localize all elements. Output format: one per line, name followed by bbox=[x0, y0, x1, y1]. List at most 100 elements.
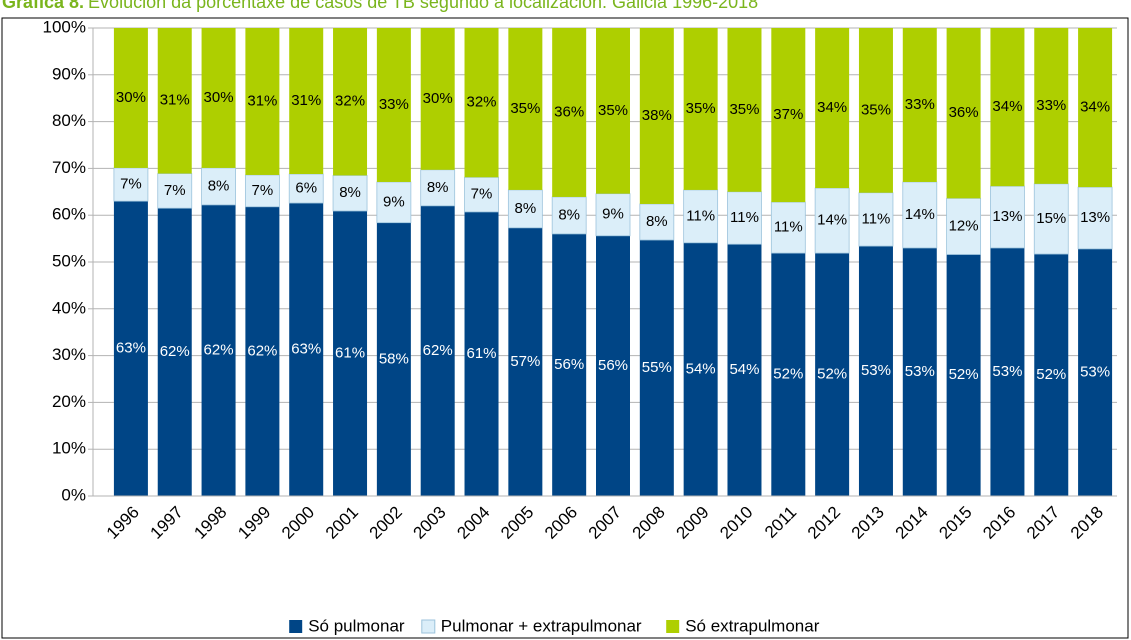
data-label: 35% bbox=[861, 101, 891, 118]
bar-segment bbox=[727, 28, 762, 192]
bar-segment bbox=[814, 187, 850, 254]
data-label: 15% bbox=[1036, 210, 1066, 227]
data-label: 35% bbox=[686, 100, 716, 117]
bar-segment bbox=[1078, 28, 1113, 188]
y-tick-label: 100% bbox=[43, 17, 86, 36]
y-tick-label: 30% bbox=[52, 345, 86, 364]
data-label: 34% bbox=[817, 99, 847, 116]
bar-segment bbox=[376, 222, 411, 497]
data-label: 30% bbox=[204, 89, 234, 106]
data-label: 8% bbox=[427, 179, 449, 196]
bar-segment bbox=[333, 28, 368, 176]
legend-label: Pulmonar + extrapulmonar bbox=[441, 616, 642, 635]
bar-segment bbox=[771, 28, 806, 203]
y-tick-label: 50% bbox=[52, 251, 86, 270]
data-label: 32% bbox=[467, 94, 497, 111]
y-tick-label: 40% bbox=[52, 298, 86, 317]
y-tick-label: 20% bbox=[52, 392, 86, 411]
bar-segment bbox=[551, 196, 587, 235]
data-label: 8% bbox=[515, 200, 537, 217]
bar-segment bbox=[376, 181, 412, 224]
data-label: 33% bbox=[905, 96, 935, 113]
y-tick-label: 90% bbox=[52, 64, 86, 83]
y-tick-label: 60% bbox=[52, 205, 86, 224]
y-tick-label: 10% bbox=[52, 439, 86, 458]
data-label: 8% bbox=[646, 213, 668, 230]
bar-segment bbox=[552, 28, 587, 197]
bar-segment bbox=[683, 242, 718, 496]
data-label: 62% bbox=[160, 343, 190, 360]
data-label: 31% bbox=[247, 92, 277, 109]
bar-segment bbox=[333, 210, 368, 496]
bar-segment bbox=[289, 28, 324, 175]
data-label: 62% bbox=[247, 342, 277, 359]
data-label: 33% bbox=[1036, 97, 1066, 114]
data-label: 9% bbox=[383, 193, 405, 210]
bar-segment bbox=[639, 240, 674, 496]
bar-segment bbox=[201, 167, 236, 206]
data-label: 38% bbox=[642, 107, 672, 124]
bar-segment bbox=[1034, 254, 1069, 496]
data-label: 63% bbox=[291, 340, 321, 357]
data-label: 32% bbox=[335, 93, 365, 110]
data-label: 54% bbox=[729, 361, 759, 378]
bar-segment bbox=[858, 246, 893, 496]
data-label: 63% bbox=[116, 340, 146, 357]
data-label: 56% bbox=[598, 357, 628, 374]
data-label: 12% bbox=[949, 217, 979, 234]
bar-segment bbox=[113, 201, 148, 496]
legend-swatch bbox=[421, 619, 436, 634]
bar-segment bbox=[1034, 28, 1069, 184]
bar-segment bbox=[113, 167, 149, 202]
bar-segment bbox=[157, 208, 192, 496]
bar-segment bbox=[990, 185, 1025, 249]
data-label: 13% bbox=[1080, 209, 1110, 226]
bar-segment bbox=[157, 173, 193, 209]
data-label: 62% bbox=[204, 341, 234, 358]
bar-segment bbox=[245, 28, 280, 175]
bar-segment bbox=[727, 191, 762, 245]
bar-segment bbox=[332, 175, 368, 212]
data-label: 8% bbox=[558, 206, 580, 223]
data-label: 7% bbox=[471, 186, 493, 203]
data-label: 11% bbox=[861, 210, 890, 227]
bar-segment bbox=[639, 28, 674, 204]
bar-segment bbox=[113, 28, 148, 168]
bar-segment bbox=[1033, 183, 1069, 255]
data-label: 13% bbox=[992, 208, 1022, 225]
bar-segment bbox=[727, 244, 762, 496]
bar-segment bbox=[946, 254, 981, 496]
data-label: 62% bbox=[423, 342, 453, 359]
data-label: 52% bbox=[817, 366, 847, 383]
data-label: 14% bbox=[817, 212, 847, 229]
bar-segment bbox=[683, 189, 719, 244]
data-label: 11% bbox=[774, 219, 803, 236]
data-label: 52% bbox=[949, 366, 979, 383]
data-label: 7% bbox=[252, 182, 274, 199]
bar-segment bbox=[902, 247, 937, 496]
bar-segment bbox=[552, 233, 587, 497]
bar-segment bbox=[244, 174, 280, 208]
data-label: 35% bbox=[510, 100, 540, 117]
data-label: 31% bbox=[291, 92, 321, 109]
data-label: 52% bbox=[773, 366, 803, 383]
bar-segment bbox=[771, 253, 806, 496]
data-label: 36% bbox=[554, 103, 584, 120]
data-label: 57% bbox=[510, 353, 540, 370]
data-label: 52% bbox=[1036, 366, 1066, 383]
legend-swatch bbox=[289, 620, 303, 633]
bar-segment bbox=[595, 193, 631, 237]
chart-title: Gráfica 8. Evolución da porcentaxe de cas… bbox=[2, 0, 758, 12]
bar-segment bbox=[683, 28, 718, 190]
y-tick-label: 0% bbox=[61, 485, 86, 504]
bar-segment bbox=[990, 28, 1025, 187]
bar-segment bbox=[858, 28, 893, 193]
data-label: 58% bbox=[379, 350, 409, 367]
data-label: 6% bbox=[295, 179, 317, 196]
data-label: 54% bbox=[686, 360, 716, 377]
bar-segment bbox=[508, 28, 543, 190]
bar-segment bbox=[420, 169, 456, 207]
data-label: 56% bbox=[554, 356, 584, 373]
legend-label: Só extrapulmonar bbox=[685, 616, 820, 635]
